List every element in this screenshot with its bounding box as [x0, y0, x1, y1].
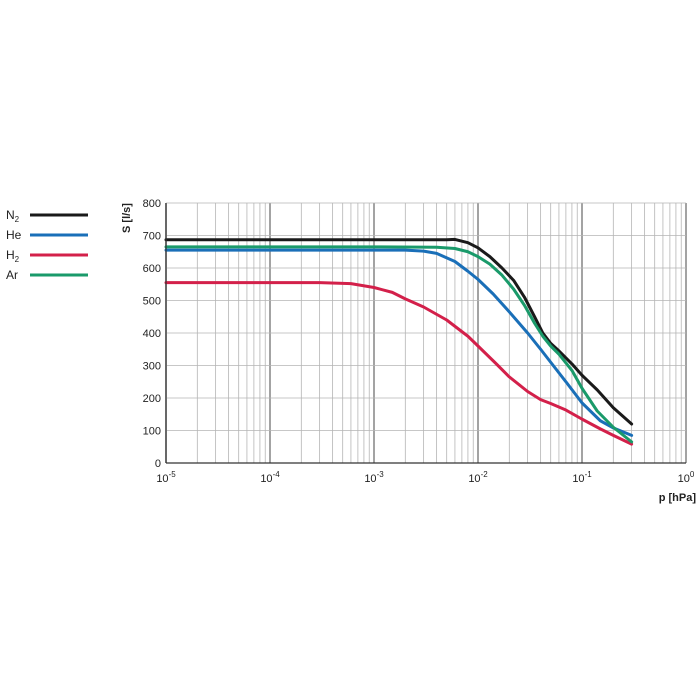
x-axis-title: p [hPa] — [659, 492, 697, 504]
x-tick-label: 10-2 — [468, 470, 488, 485]
series-line-n2 — [164, 237, 634, 426]
x-tick-label: 10-3 — [364, 470, 384, 485]
series-line-he — [164, 248, 634, 437]
y-tick-label: 800 — [143, 198, 161, 210]
series-line-h2 — [164, 281, 634, 446]
y-axis-title: S [l/s] — [121, 203, 133, 233]
x-tick-label: 10-5 — [156, 470, 176, 485]
y-tick-label: 500 — [143, 296, 161, 308]
y-tick-label: 400 — [143, 328, 161, 340]
y-tick-label: 600 — [143, 263, 161, 275]
legend: N2 He H2 Ar — [6, 208, 88, 282]
y-tick-label: 0 — [155, 458, 161, 470]
series-lines — [164, 237, 634, 446]
x-tick-label: 10-1 — [572, 470, 592, 485]
legend-label: H2 — [6, 248, 20, 264]
legend-label: He — [6, 228, 22, 242]
y-tick-label: 100 — [143, 426, 161, 438]
y-tick-label: 200 — [143, 393, 161, 405]
legend-label: Ar — [6, 268, 18, 282]
y-tick-label: 700 — [143, 231, 161, 243]
series-line-ar — [164, 245, 634, 444]
legend-label: N2 — [6, 208, 20, 224]
x-tick-label: 100 — [678, 470, 695, 485]
x-tick-label: 10-4 — [260, 470, 280, 485]
y-tick-label: 300 — [143, 361, 161, 373]
axes: 0 100 200 300 400 500 600 700 800 10-5 10-4 10-3 10-… — [121, 198, 696, 504]
